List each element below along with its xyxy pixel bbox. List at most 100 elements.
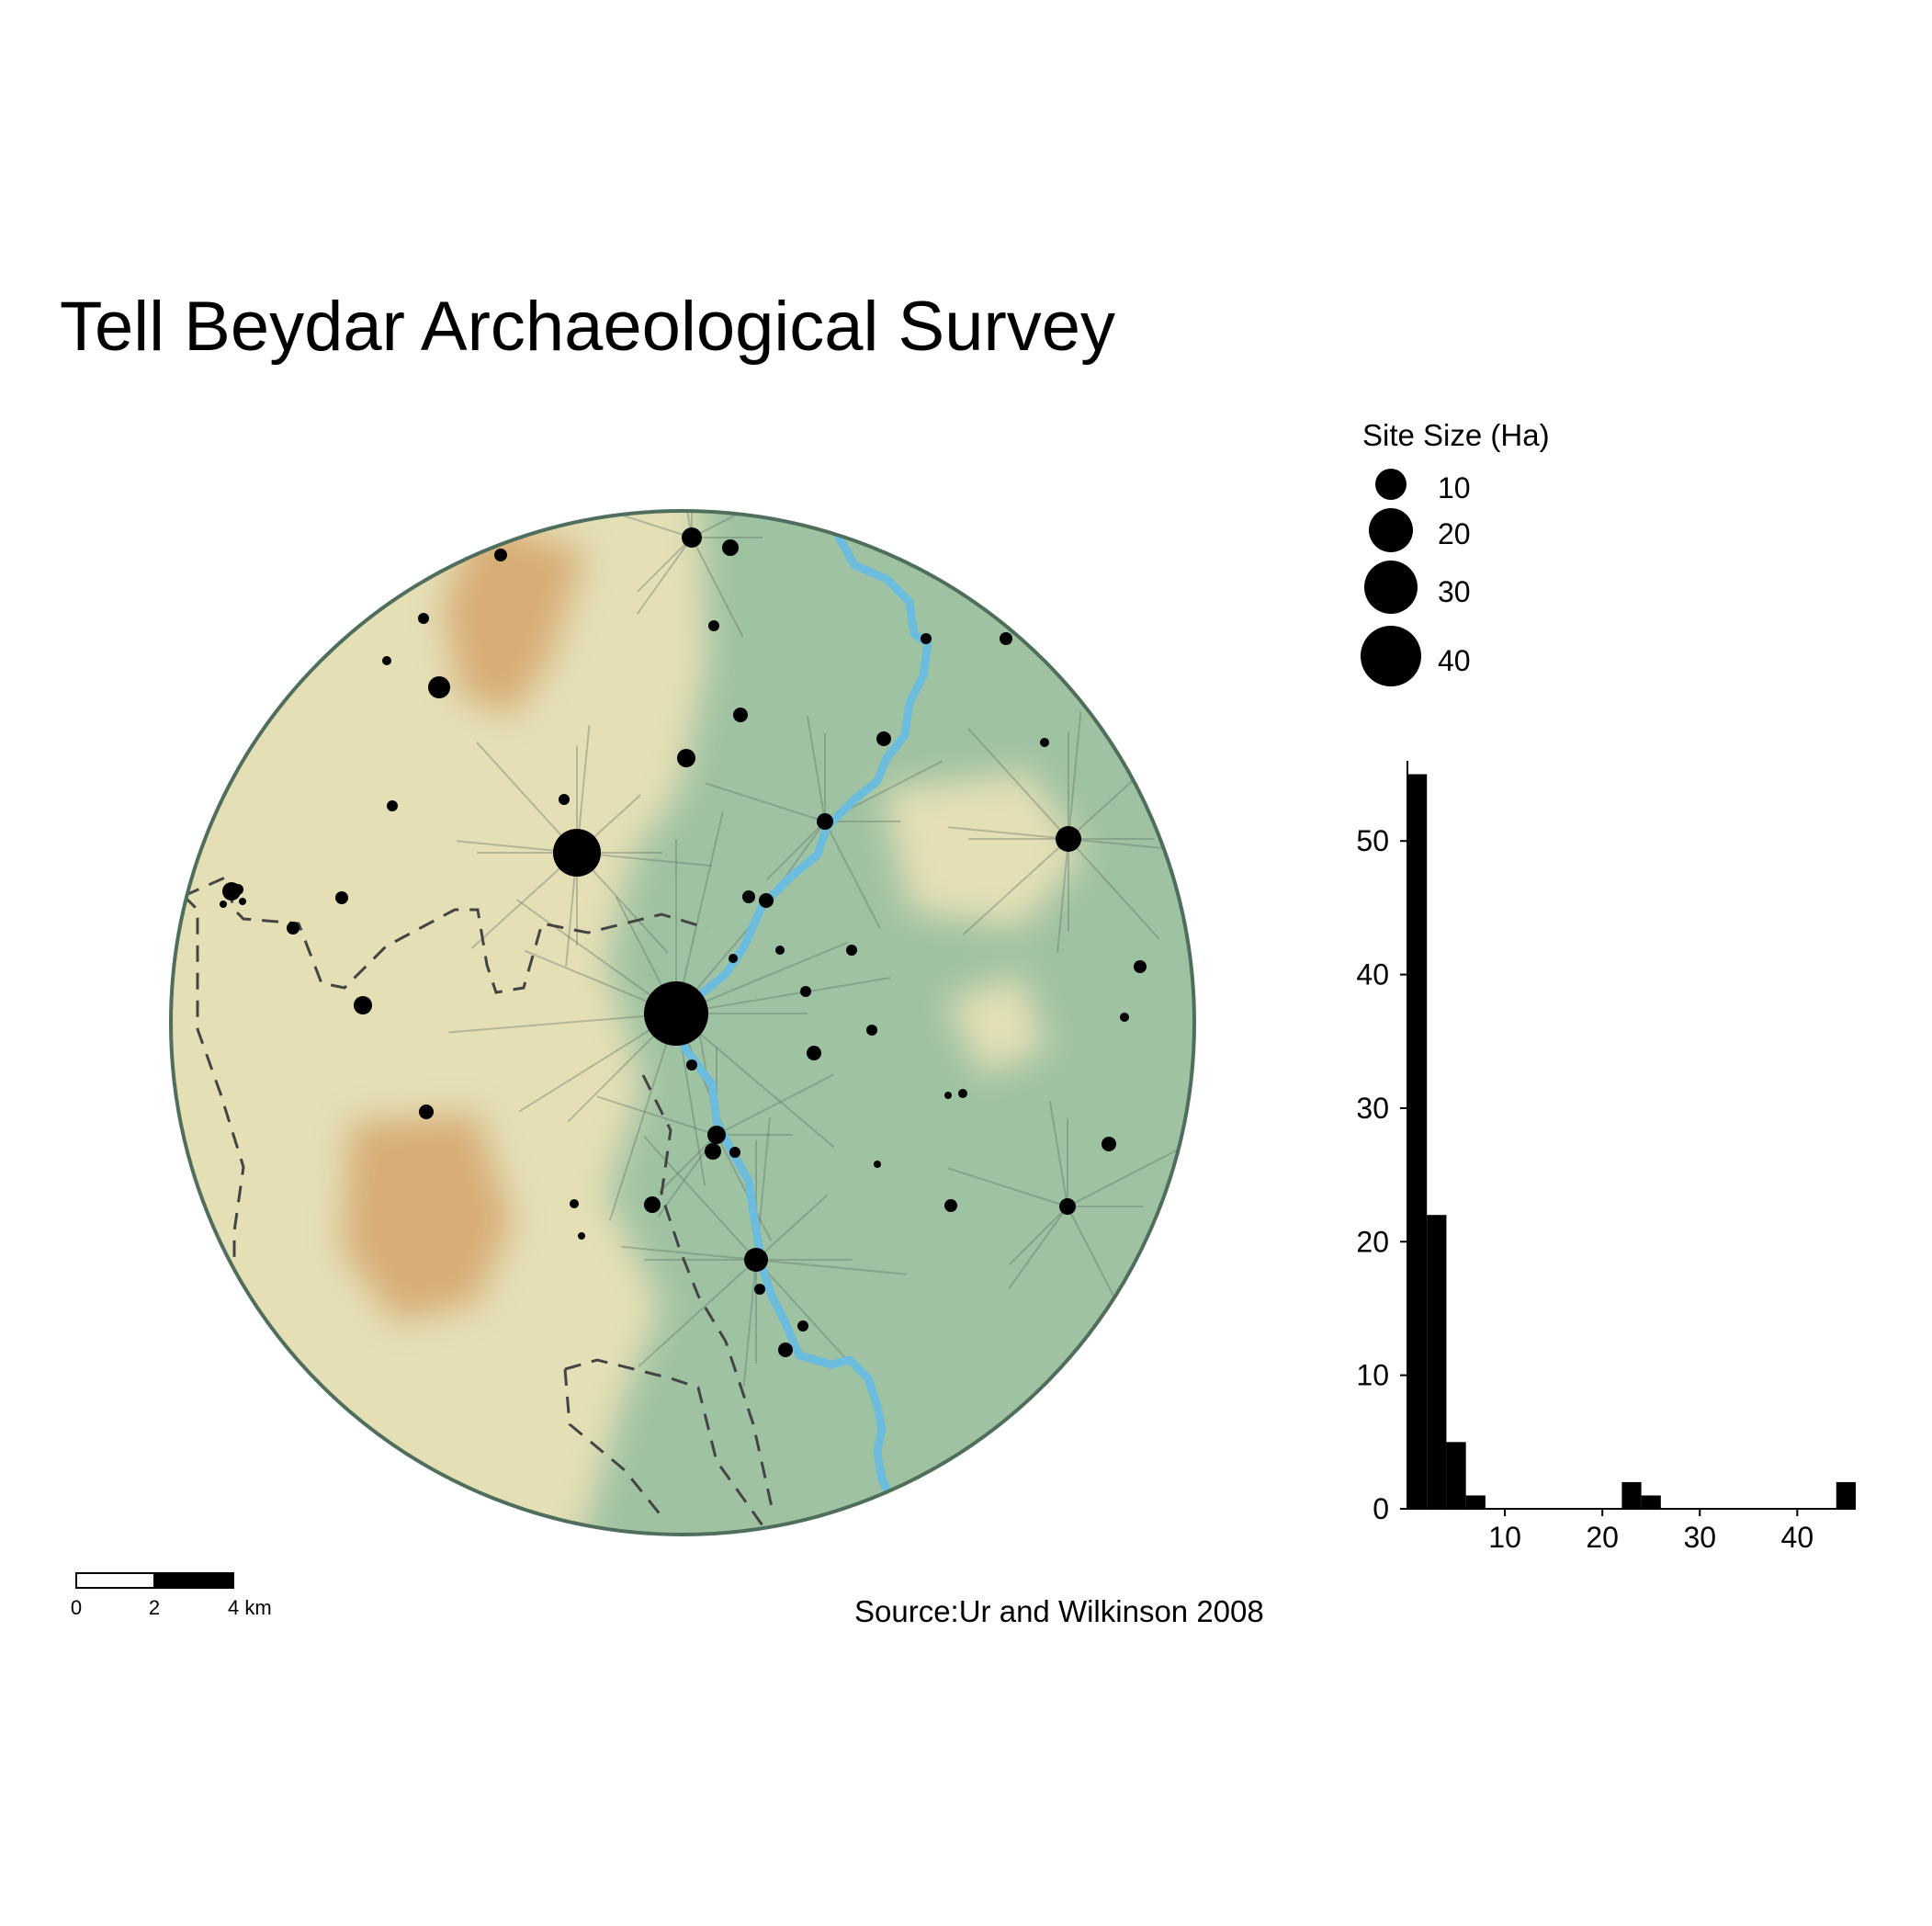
hollow-way [1056, 838, 1069, 953]
hollow-way [1048, 1101, 1068, 1207]
site-marker [644, 981, 708, 1046]
hollow-way [806, 716, 826, 822]
survey-map [169, 509, 1196, 1536]
y-tick-label: 50 [1356, 824, 1389, 857]
site-marker [800, 986, 811, 997]
site-marker [428, 676, 450, 698]
site-marker [876, 731, 891, 746]
site-marker [1000, 632, 1012, 645]
site-marker [807, 1046, 821, 1060]
hollow-way [636, 537, 693, 615]
site-marker [419, 1105, 434, 1119]
hollow-way [1008, 1206, 1068, 1289]
archaeological-sites [220, 527, 1147, 1357]
site-marker [846, 945, 857, 956]
site-marker [921, 633, 932, 644]
hollow-way [716, 1134, 773, 1241]
hollow-way [637, 537, 693, 593]
histogram-bar [1641, 1495, 1661, 1509]
site-marker [944, 1199, 957, 1212]
site-marker [742, 890, 755, 903]
hollow-way [638, 1259, 757, 1367]
site-marker [1120, 1013, 1129, 1022]
site-marker [958, 1089, 967, 1098]
site-marker [682, 527, 702, 548]
site-marker [817, 813, 833, 830]
x-tick-label: 10 [1488, 1521, 1521, 1554]
site-marker [239, 898, 246, 905]
x-tick-label: 40 [1781, 1521, 1814, 1554]
highland-terrain [340, 515, 588, 1323]
source-note: Source:Ur and Wilkinson 2008 [854, 1594, 1264, 1628]
histogram-bar [1836, 1481, 1856, 1509]
hollow-way [515, 899, 677, 1014]
y-tick-label: 10 [1356, 1359, 1389, 1392]
site-marker [708, 620, 719, 631]
site-marker [759, 893, 774, 908]
hollow-way [621, 1245, 757, 1261]
site-marker [707, 1126, 726, 1144]
hollow-way [967, 728, 1069, 840]
site-marker [553, 829, 601, 877]
hollow-way [824, 821, 881, 928]
x-tick-label: 30 [1683, 1521, 1716, 1554]
y-tick-label: 40 [1356, 958, 1389, 991]
hollow-way [755, 1259, 907, 1275]
x-tick-label: 20 [1586, 1521, 1619, 1554]
scale-label-4km: 4 km [228, 1596, 272, 1619]
upland-terrain [171, 511, 707, 1535]
site-marker [677, 749, 695, 767]
hollow-way [691, 511, 802, 538]
hollow-way [1068, 838, 1160, 940]
y-tick-label: 20 [1356, 1225, 1389, 1258]
hollow-way [448, 1013, 677, 1034]
hollow-way [1067, 1145, 1185, 1207]
hollow-way [755, 1259, 859, 1373]
hollow-way [1009, 1206, 1068, 1265]
site-marker [797, 1320, 808, 1331]
y-tick-label: 0 [1373, 1492, 1389, 1525]
site-marker [382, 656, 391, 665]
site-marker [1134, 960, 1147, 973]
hollow-way [1067, 1206, 1124, 1313]
site-marker [944, 1092, 952, 1099]
hollow-way [596, 1095, 717, 1136]
hollow-way [1068, 780, 1133, 840]
hollow-way [580, 511, 693, 538]
site-marker [1102, 1137, 1116, 1151]
hollow-way [658, 1134, 717, 1194]
histogram-bar [1446, 1442, 1466, 1509]
terrain-layer [171, 511, 1194, 1535]
hollow-way [766, 821, 826, 880]
hollow-way [691, 537, 744, 638]
site-marker [570, 1199, 579, 1208]
site-marker [1059, 1198, 1076, 1215]
hollow-way [643, 1136, 757, 1261]
legend-circle-10 [1375, 469, 1407, 500]
legend-title: Site Size (Ha) [1362, 418, 1550, 452]
site-marker [722, 539, 739, 556]
hollow-way [947, 1167, 1068, 1207]
site-marker [754, 1284, 765, 1295]
hollow-way [947, 826, 1069, 840]
site-marker [287, 922, 299, 935]
survey-boundary [169, 509, 1196, 1536]
y-tick-label: 30 [1356, 1092, 1389, 1125]
scale-bar: 0 2 4 km [71, 1572, 272, 1619]
site-marker [866, 1025, 877, 1036]
scale-segment-black [153, 1572, 234, 1589]
site-marker [418, 613, 429, 624]
legend-label-40: 40 [1438, 644, 1471, 677]
site-marker [644, 1196, 661, 1213]
hollow-way [675, 1013, 835, 1149]
legend-label-20: 20 [1438, 517, 1471, 550]
histogram-bar [1465, 1495, 1486, 1509]
hollow-way [742, 1259, 757, 1388]
site-marker [354, 996, 372, 1014]
site-marker [705, 1143, 721, 1160]
size-legend [1361, 469, 1421, 686]
hollow-way [675, 977, 891, 1014]
hollow-way [674, 511, 693, 538]
histogram-bar [1427, 1215, 1447, 1509]
